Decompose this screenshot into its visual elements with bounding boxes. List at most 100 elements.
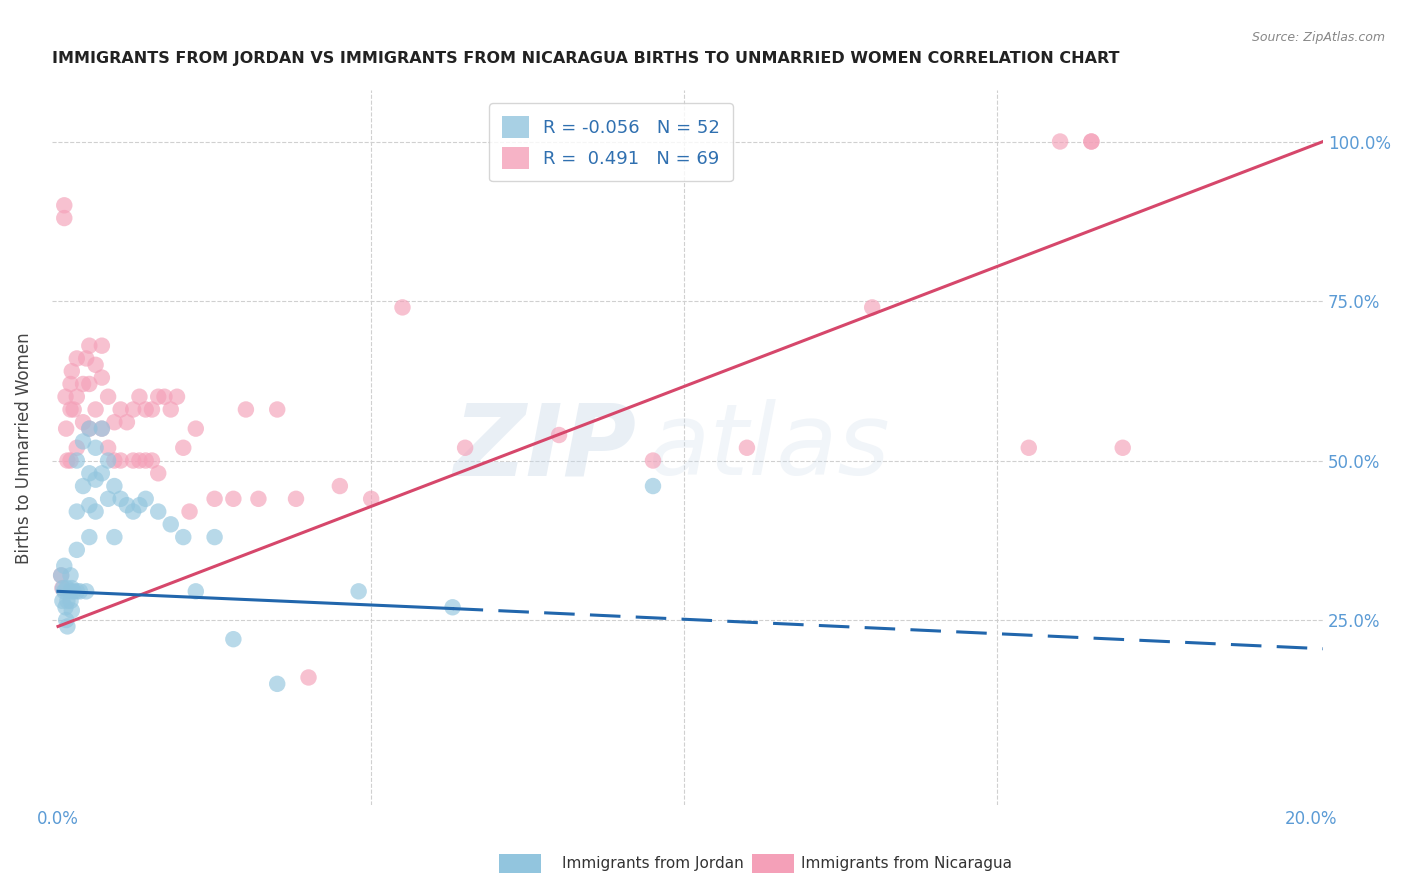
Point [1080, 135, 1102, 149]
Point [141, 402, 163, 417]
Point [60, 603, 83, 617]
Point [135, 453, 157, 467]
Point [1112, 441, 1135, 455]
Point [159, 517, 181, 532]
Point [103, 479, 125, 493]
Point [97, 390, 120, 404]
Point [347, 584, 370, 599]
Point [59, 594, 82, 608]
Point [62, 584, 84, 599]
Point [391, 301, 413, 315]
Point [172, 530, 194, 544]
Point [115, 415, 138, 429]
Point [59, 402, 82, 417]
Point [1018, 441, 1040, 455]
Point [103, 453, 125, 467]
Point [79, 498, 101, 512]
Point [56, 594, 79, 608]
Point [55, 600, 77, 615]
Point [72, 479, 94, 493]
Point [51, 594, 73, 608]
Point [75, 351, 97, 366]
Point [59, 584, 82, 599]
Point [641, 453, 664, 467]
Point [266, 402, 288, 417]
Point [110, 491, 132, 506]
Text: IMMIGRANTS FROM JORDAN VS IMMIGRANTS FROM NICARAGUA BIRTHS TO UNMARRIED WOMEN CO: IMMIGRANTS FROM JORDAN VS IMMIGRANTS FRO… [52, 51, 1119, 66]
Point [66, 584, 89, 599]
Point [84, 402, 107, 417]
Point [860, 301, 883, 315]
Point [135, 402, 157, 417]
Point [62, 402, 84, 417]
Point [641, 479, 664, 493]
Point [184, 422, 207, 436]
Legend: R = -0.056   N = 52, R =  0.491   N = 69: R = -0.056 N = 52, R = 0.491 N = 69 [489, 103, 733, 181]
Point [360, 491, 382, 506]
Point [69, 584, 91, 599]
Point [122, 402, 145, 417]
Point [159, 402, 181, 417]
Point [179, 505, 201, 519]
Point [66, 505, 89, 519]
Point [66, 441, 89, 455]
Point [735, 441, 758, 455]
Point [128, 498, 150, 512]
Point [60, 581, 83, 595]
Point [79, 422, 101, 436]
Point [148, 390, 170, 404]
Point [52, 581, 75, 595]
Point [53, 211, 76, 225]
Point [51, 581, 73, 595]
Point [56, 619, 79, 633]
Point [79, 467, 101, 481]
Text: Immigrants from Nicaragua: Immigrants from Nicaragua [801, 856, 1012, 871]
Point [59, 376, 82, 391]
Point [222, 632, 245, 647]
Point [72, 376, 94, 391]
Point [59, 453, 82, 467]
Point [115, 498, 138, 512]
Y-axis label: Births to Unmarried Women: Births to Unmarried Women [15, 332, 32, 564]
Point [59, 568, 82, 582]
Point [49, 568, 72, 582]
Point [79, 530, 101, 544]
Point [55, 390, 77, 404]
Point [55, 581, 77, 595]
Point [153, 390, 176, 404]
Point [103, 415, 125, 429]
Point [53, 558, 76, 573]
Point [103, 530, 125, 544]
Point [90, 422, 112, 436]
Point [97, 441, 120, 455]
Point [53, 198, 76, 212]
Point [90, 422, 112, 436]
Point [84, 473, 107, 487]
Point [84, 358, 107, 372]
Point [53, 584, 76, 599]
Point [548, 428, 571, 442]
Point [235, 402, 257, 417]
Point [97, 491, 120, 506]
Point [266, 677, 288, 691]
Point [84, 505, 107, 519]
Point [60, 364, 83, 378]
Text: ZIP: ZIP [454, 400, 637, 496]
Point [110, 402, 132, 417]
Point [75, 584, 97, 599]
Point [166, 390, 188, 404]
Point [128, 453, 150, 467]
Point [122, 453, 145, 467]
Point [297, 670, 319, 684]
Point [172, 441, 194, 455]
Point [329, 479, 352, 493]
Point [55, 422, 77, 436]
Point [79, 376, 101, 391]
Point [141, 453, 163, 467]
Point [1080, 135, 1102, 149]
Point [90, 339, 112, 353]
Point [79, 339, 101, 353]
Point [84, 441, 107, 455]
Point [56, 453, 79, 467]
Point [66, 390, 89, 404]
